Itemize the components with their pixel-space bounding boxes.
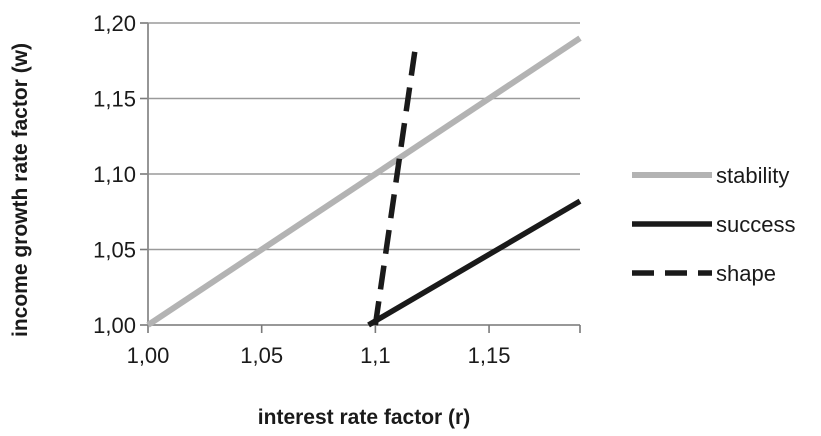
y-tick-labels: 1,00 1,05 1,10 1,15 1,20 (93, 11, 136, 338)
y-tick-label: 1,00 (93, 313, 136, 338)
x-tick-label: 1,1 (360, 343, 391, 368)
series-line-success (367, 198, 582, 328)
gridlines (148, 22, 580, 251)
x-tick-label: 1,15 (468, 343, 511, 368)
y-tick-label: 1,05 (93, 238, 136, 263)
series-lines (146, 35, 582, 328)
x-axis-title: interest rate factor (r) (258, 406, 470, 429)
legend-label-stability: stability (716, 163, 789, 188)
y-tick-label: 1,20 (93, 11, 136, 36)
axes (140, 22, 581, 333)
x-tick-label: 1,00 (127, 343, 170, 368)
x-tick-label: 1,05 (240, 343, 283, 368)
legend: stability success shape (632, 163, 795, 286)
x-tick-labels: 1,00 1,05 1,1 1,15 (127, 343, 511, 368)
series-line-shape (372, 40, 420, 326)
legend-label-shape: shape (716, 261, 776, 286)
y-axis-title: income growth rate factor (w) (9, 43, 32, 337)
y-tick-label: 1,10 (93, 162, 136, 187)
y-tick-label: 1,15 (93, 87, 136, 112)
series-line-stability (146, 35, 582, 328)
legend-label-success: success (716, 212, 795, 237)
